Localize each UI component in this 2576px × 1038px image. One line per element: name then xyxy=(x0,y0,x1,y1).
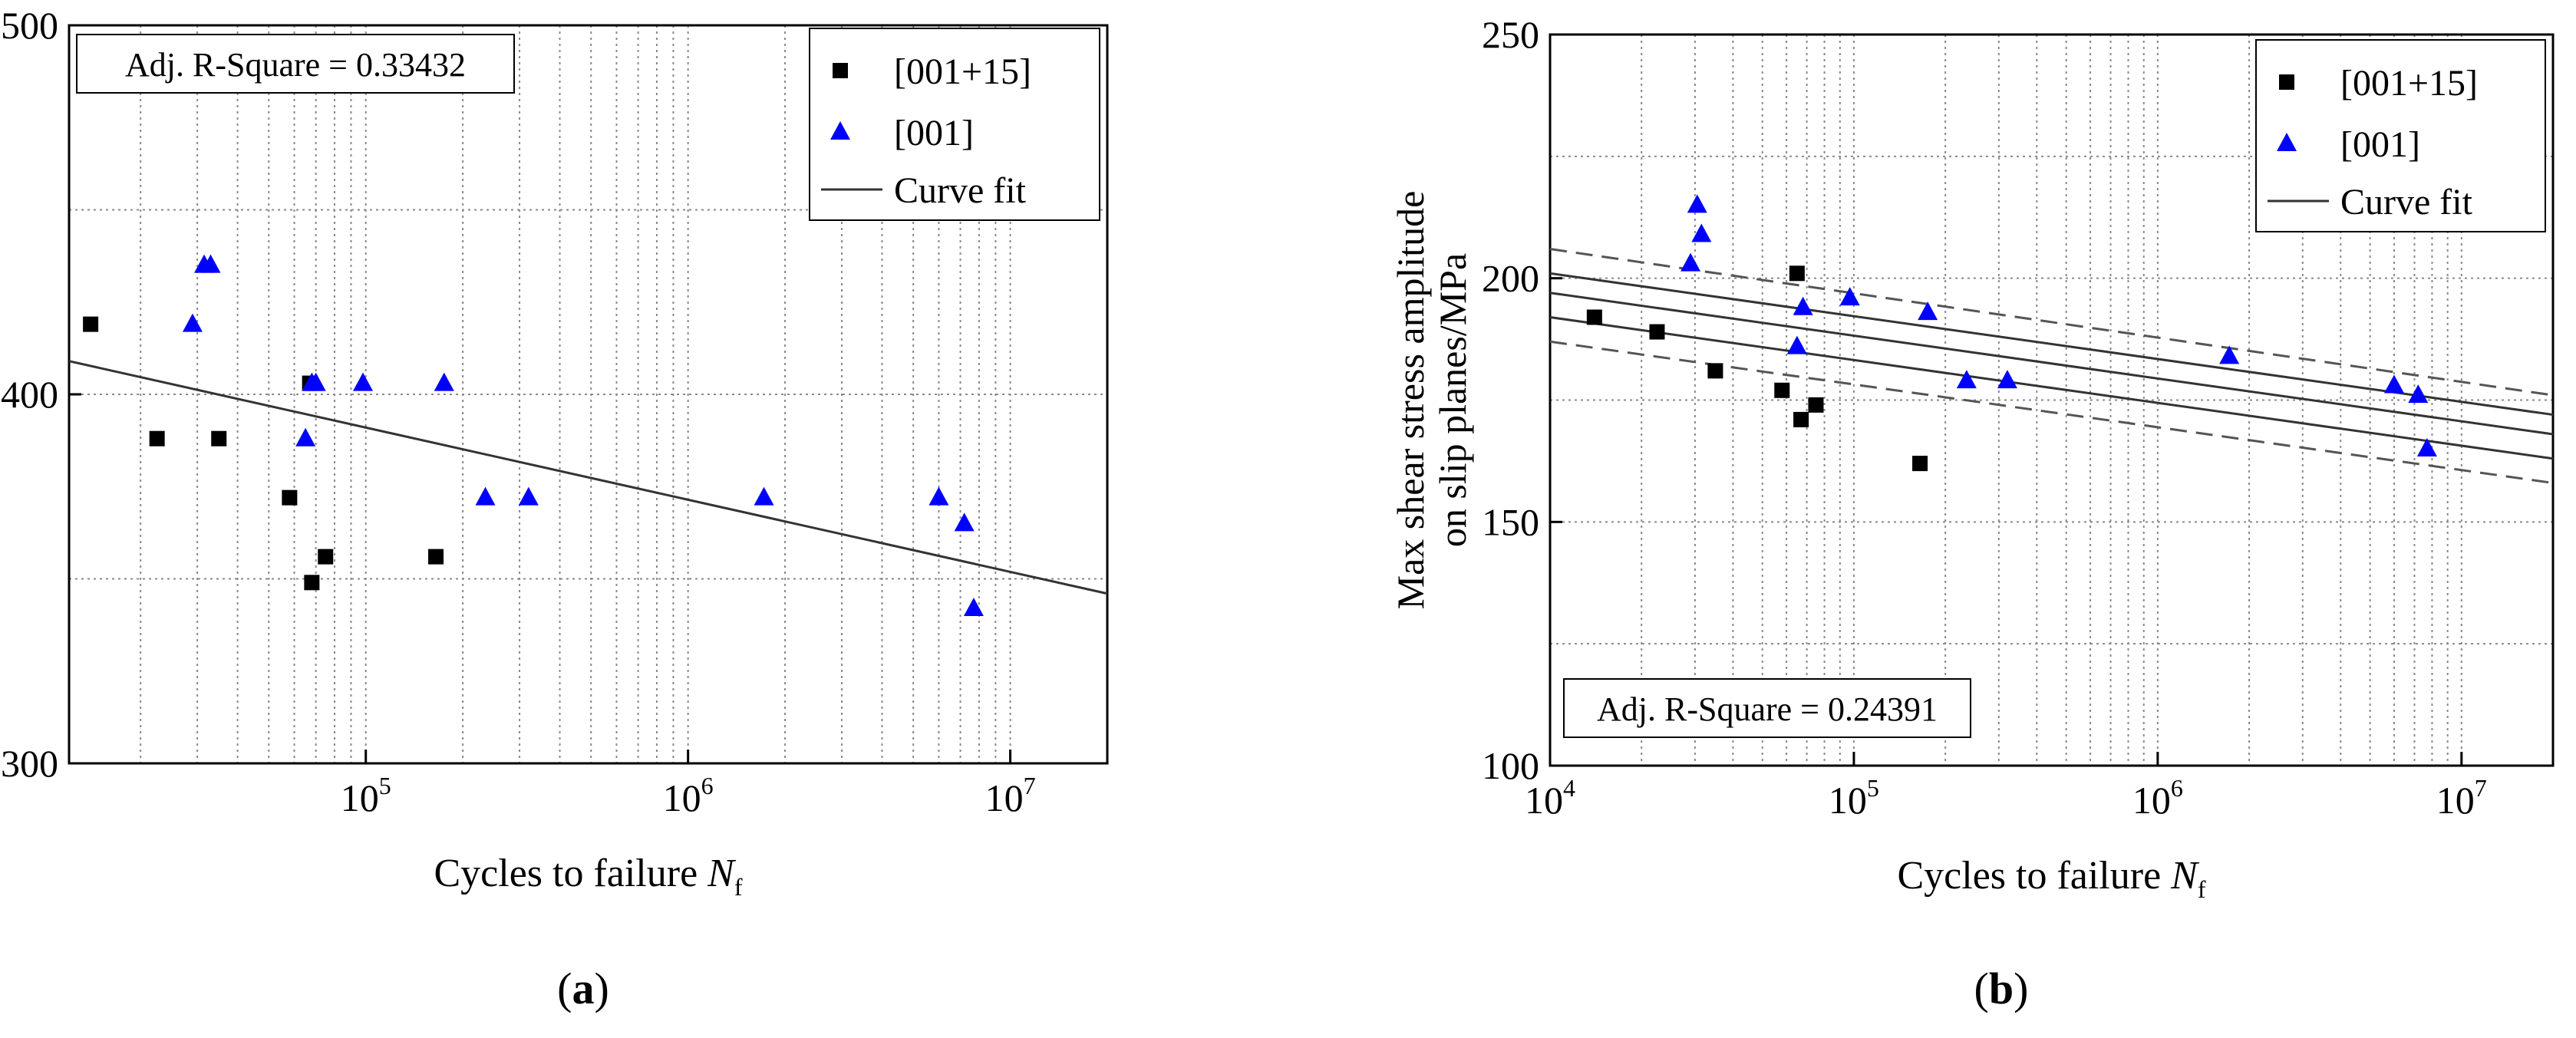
fit-line xyxy=(68,360,1108,595)
data-point-triangle xyxy=(1956,370,1977,389)
plot-frame-b xyxy=(1549,33,2555,767)
annotation-text: Adj. R-Square = 0.24391 xyxy=(1597,690,1938,728)
legend-marker-square xyxy=(2279,74,2294,90)
data-point-triangle xyxy=(1681,252,1701,272)
data-point-triangle xyxy=(754,486,774,506)
data-point-square xyxy=(282,489,298,506)
x-axis-label: Cycles to failure Nf xyxy=(1897,854,2205,903)
data-point-triangle xyxy=(295,427,316,447)
data-point-square xyxy=(318,549,334,565)
y-axis-label-line1: Max shear stress amplitude xyxy=(1389,191,1432,610)
y-tick-label: 250 xyxy=(1482,13,1539,56)
chart-b: 100 150 200 250 104 105 106 107 [001+15] [001] Cur… xyxy=(1389,13,2555,903)
legend-label: [001] xyxy=(2340,124,2420,165)
data-point-square xyxy=(1912,456,1928,472)
data-point-triangle xyxy=(963,597,984,616)
annotation-box xyxy=(1563,678,1971,738)
legend-box xyxy=(809,28,1100,221)
data-point-square xyxy=(149,430,165,447)
x-tick-label: 105 xyxy=(341,772,391,819)
fit-line xyxy=(1549,248,2554,397)
data-point-triangle xyxy=(2383,374,2404,394)
data-point-triangle xyxy=(954,512,975,532)
data-point-square xyxy=(1793,411,1809,427)
annotation-text: Adj. R-Square = 0.33432 xyxy=(125,46,466,84)
data-point-triangle xyxy=(353,372,374,391)
data-point-square xyxy=(428,549,444,565)
data-point-triangle xyxy=(518,486,539,506)
data-point-square xyxy=(1649,324,1665,340)
data-point-square xyxy=(211,430,227,447)
data-point-triangle xyxy=(1997,370,2017,389)
legend-marker-square xyxy=(833,63,848,78)
data-point-square xyxy=(1789,265,1805,282)
legend-marker-triangle xyxy=(830,121,850,140)
y-tick-label: 500 xyxy=(1,4,58,47)
legend-box xyxy=(2255,39,2546,232)
legend-label: [001+15] xyxy=(2340,63,2478,104)
legend-b: [001+15] [001] Curve fit xyxy=(2255,39,2546,232)
y-tick-label: 300 xyxy=(1,742,58,785)
x-tick-label: 106 xyxy=(2132,774,2183,822)
data-point-triangle xyxy=(1839,287,1860,306)
data-point-triangle xyxy=(1918,302,1938,321)
data-point-triangle xyxy=(928,486,949,506)
data-point-triangle xyxy=(2408,384,2429,404)
y-axis-label-line2: on slip planes/MPa xyxy=(1431,253,1474,547)
legend-marker-triangle xyxy=(2277,133,2297,151)
caption-a-label: a xyxy=(572,964,595,1013)
x-tick-label: 104 xyxy=(1525,774,1575,822)
gridlines-b xyxy=(1550,35,2553,766)
data-point-triangle xyxy=(1786,335,1807,354)
y-tick-label: 200 xyxy=(1482,257,1539,300)
data-point-square xyxy=(1707,363,1723,379)
caption-b: (b) xyxy=(1974,964,2029,1013)
y-tick-label: 150 xyxy=(1482,500,1539,543)
x-tick-label: 105 xyxy=(1829,774,1879,822)
fit-line xyxy=(1549,272,2554,417)
legend-a: [001+15] [001] Curve fit xyxy=(809,28,1100,221)
data-point-triangle xyxy=(434,372,454,391)
data-point-triangle xyxy=(2219,345,2240,364)
data-point-square xyxy=(304,575,320,591)
x-tick-label: 106 xyxy=(663,772,714,819)
data-point-triangle xyxy=(182,313,203,332)
legend-label: [001+15] xyxy=(894,51,1031,92)
legend-label: [001] xyxy=(894,113,974,153)
x-tick-label: 107 xyxy=(985,772,1036,819)
fit-line xyxy=(1549,316,2554,460)
data-point-square xyxy=(83,316,99,332)
fit-line xyxy=(1549,292,2554,436)
y-tick-label: 100 xyxy=(1482,744,1539,787)
caption-a: (a) xyxy=(557,964,609,1013)
x-axis-label: Cycles to failure Nf xyxy=(434,852,742,901)
chart-a: 300 400 500 105 106 107 [001+15] [001] Curve fit… xyxy=(1,4,1109,901)
data-point-triangle xyxy=(475,486,496,506)
data-point-triangle xyxy=(305,372,326,391)
gridlines-a xyxy=(69,25,1107,763)
data-point-triangle xyxy=(1793,296,1813,315)
x-tick-label: 107 xyxy=(2436,774,2487,822)
data-point-triangle xyxy=(2416,438,2437,457)
data-point-triangle xyxy=(1691,223,1712,242)
legend-label: Curve fit xyxy=(2340,182,2473,222)
data-point-square xyxy=(1774,382,1790,398)
data-point-triangle xyxy=(1687,194,1707,213)
y-tick-label: 400 xyxy=(1,373,58,416)
legend-label: Curve fit xyxy=(894,170,1027,211)
data-point-square xyxy=(1586,309,1602,325)
caption-b-label: b xyxy=(1988,964,2014,1013)
annotation-box xyxy=(76,34,515,94)
data-point-square xyxy=(1808,397,1824,413)
data-point-triangle xyxy=(200,254,221,273)
